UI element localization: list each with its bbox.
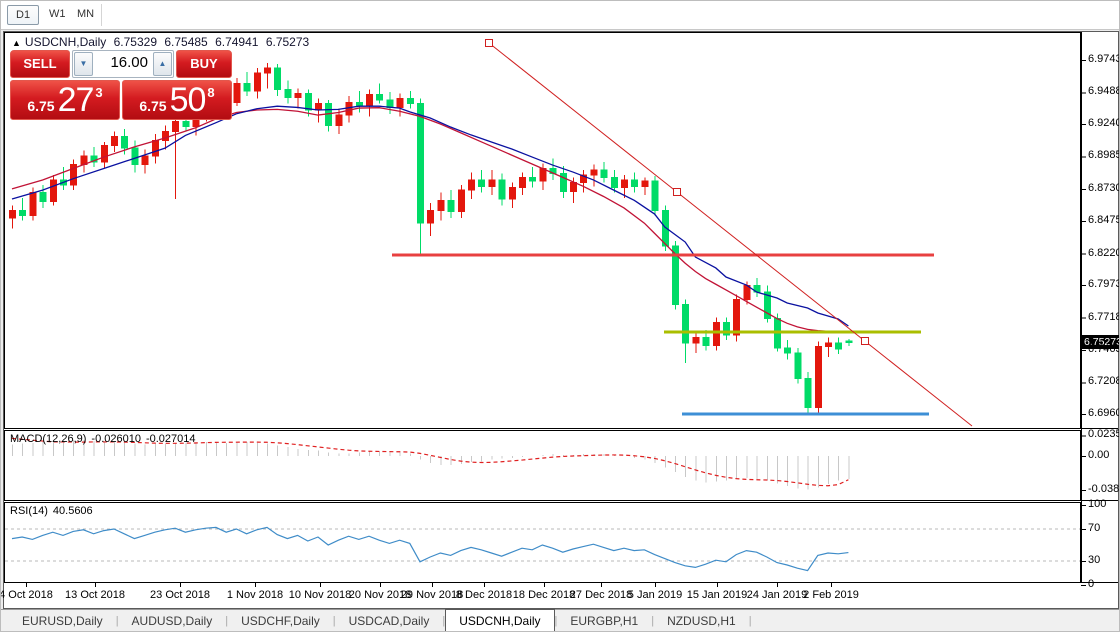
date-axis-tick: 29 Nov 2018: [400, 589, 464, 601]
sell-price-panel[interactable]: 6.75 27 3: [10, 80, 120, 120]
macd-histogram: [12, 440, 850, 490]
chart-tab-usdcad[interactable]: USDCAD,Daily: [348, 614, 430, 628]
buy-price-panel[interactable]: 6.75 50 8: [122, 80, 232, 120]
rsi-axis-tick: 100: [1088, 498, 1107, 510]
ohlc-open: 6.75329: [113, 35, 157, 49]
trendline-handle[interactable]: [673, 188, 681, 196]
macd-axis-tick: 0.00: [1088, 449, 1110, 461]
timeframe-toolbar: D1 W1 MN: [1, 1, 1119, 30]
date-axis-tick: 10 Nov 2018: [288, 589, 352, 601]
ma-fast-line: [11, 107, 849, 333]
tab-separator: |: [332, 615, 336, 627]
ohlc-close: 6.75273: [265, 35, 310, 49]
tab-separator: |: [554, 615, 558, 627]
volume-spinner: ▼ 16.00 ▲: [72, 50, 174, 78]
tab-separator: |: [225, 615, 229, 627]
tab-separator: |: [115, 615, 119, 627]
ohlc-high: 6.75485: [164, 35, 208, 49]
chart-tab-usdchf[interactable]: USDCHF,Daily: [241, 614, 320, 628]
chart-canvas[interactable]: [4, 32, 1118, 608]
symbol-ohlc-header: ▲ USDCNH,Daily 6.75329 6.75485 6.74941 6.…: [12, 35, 313, 49]
rsi-indicator-label: RSI(14) 40.5606: [10, 505, 98, 517]
current-price-tag: 6.75273: [1082, 334, 1120, 349]
price-axis-tick: 6.89855: [1088, 149, 1119, 162]
volume-decrease-button[interactable]: ▼: [74, 52, 93, 76]
price-axis-tick: 6.92405: [1088, 116, 1119, 129]
price-axis-tick: 6.87305: [1088, 181, 1119, 194]
date-axis-tick: 20 Nov 2018: [348, 589, 412, 601]
sell-price-base: 6.75: [27, 98, 55, 114]
date-axis-tick: 23 Oct 2018: [150, 589, 210, 601]
volume-input[interactable]: 16.00: [110, 54, 148, 71]
date-axis-tick: 5 Jan 2019: [627, 589, 683, 601]
volume-increase-button[interactable]: ▲: [153, 52, 172, 76]
macd-signal-value: -0.027014: [145, 433, 196, 445]
chart-tab-eurgbp[interactable]: EURGBP,H1: [570, 614, 639, 628]
tab-separator: |: [442, 615, 446, 627]
price-axis-tick: 6.69605: [1088, 406, 1119, 419]
date-axis-tick: 27 Dec 2018: [569, 589, 633, 601]
rsi-line: [11, 526, 849, 572]
rsi-value: 40.5606: [52, 505, 93, 517]
sell-price-big: 27: [57, 81, 95, 119]
sell-button[interactable]: SELL: [10, 50, 70, 78]
price-axis-tick: 6.94880: [1088, 85, 1119, 98]
trendline-object[interactable]: [488, 42, 973, 427]
macd-signal-line: [11, 437, 849, 487]
price-axis-tick: 6.74630: [1088, 343, 1119, 356]
rsi-name: RSI(14): [10, 505, 48, 517]
one-click-trading-widget: SELL ▼ 16.00 ▲ BUY 6.75 27 3 6.75 50 8: [10, 50, 232, 120]
price-axis-tick: 6.79730: [1088, 278, 1119, 291]
buy-button[interactable]: BUY: [176, 50, 232, 78]
ma-slow-line: [11, 105, 849, 327]
rsi-axis-tick: 0: [1088, 578, 1095, 590]
macd-axis-tick: -0.038466: [1088, 482, 1120, 495]
trendline-handle[interactable]: [485, 39, 493, 47]
chart-tab-usdcnh[interactable]: USDCNH,Daily: [445, 609, 555, 631]
date-axis-tick: 4 Oct 2018: [0, 589, 53, 601]
price-axis-tick: 6.82205: [1088, 246, 1119, 259]
timeframe-button-w1[interactable]: W1: [49, 8, 66, 20]
rsi-axis-tick: 70: [1088, 522, 1101, 534]
price-axis-tick: 6.97430: [1088, 53, 1119, 65]
chart-area: ▲ USDCNH,Daily 6.75329 6.75485 6.74941 6.…: [0, 31, 1120, 609]
price-axis-tick: 6.84755: [1088, 214, 1119, 227]
ohlc-low: 6.74941: [215, 35, 259, 49]
price-axis-tick: 6.72080: [1088, 375, 1119, 388]
trendline-handle[interactable]: [861, 337, 869, 345]
tab-separator: |: [651, 615, 655, 627]
date-axis-tick: 1 Nov 2018: [226, 589, 284, 601]
macd-name: MACD(12,26,9): [10, 433, 87, 445]
sell-price-pip: 3: [95, 85, 103, 100]
date-axis-tick: 15 Jan 2019: [686, 589, 748, 601]
macd-axis-tick: 0.023534: [1088, 428, 1119, 441]
chevron-down-icon: ▼: [79, 59, 88, 68]
date-axis-tick: 24 Jan 2019: [746, 589, 808, 601]
buy-price-base: 6.75: [139, 98, 167, 114]
rsi-axis-tick: 30: [1088, 554, 1101, 566]
date-axis-tick: 8 Dec 2018: [455, 589, 513, 601]
symbol-triangle-icon: ▲: [12, 38, 21, 48]
chart-tab-bar: EURUSD,Daily | AUDUSD,Daily | USDCHF,Daily | U…: [1, 609, 1119, 631]
date-axis-tick: 13 Oct 2018: [65, 589, 125, 601]
date-axis-tick: 2 Feb 2019: [803, 589, 859, 601]
buy-price-big: 50: [169, 81, 207, 119]
date-axis-tick: 18 Dec 2018: [512, 589, 576, 601]
tab-separator: |: [748, 615, 752, 627]
chevron-up-icon: ▲: [158, 59, 167, 68]
timeframe-button-d1[interactable]: D1: [7, 5, 40, 25]
macd-indicator-label: MACD(12,26,9) -0.026010 -0.027014: [10, 433, 201, 445]
timeframe-button-mn[interactable]: MN: [77, 8, 95, 20]
price-axis-tick: 6.77180: [1088, 310, 1119, 323]
macd-value: -0.026010: [91, 433, 141, 445]
toolbar-separator: [101, 4, 102, 26]
symbol-name: USDCNH,Daily: [24, 35, 107, 49]
chart-tab-eurusd[interactable]: EURUSD,Daily: [22, 614, 103, 628]
chart-tab-audusd[interactable]: AUDUSD,Daily: [131, 614, 213, 628]
buy-price-pip: 8: [207, 85, 215, 100]
chart-tab-nzdusd[interactable]: NZDUSD,H1: [667, 614, 736, 628]
